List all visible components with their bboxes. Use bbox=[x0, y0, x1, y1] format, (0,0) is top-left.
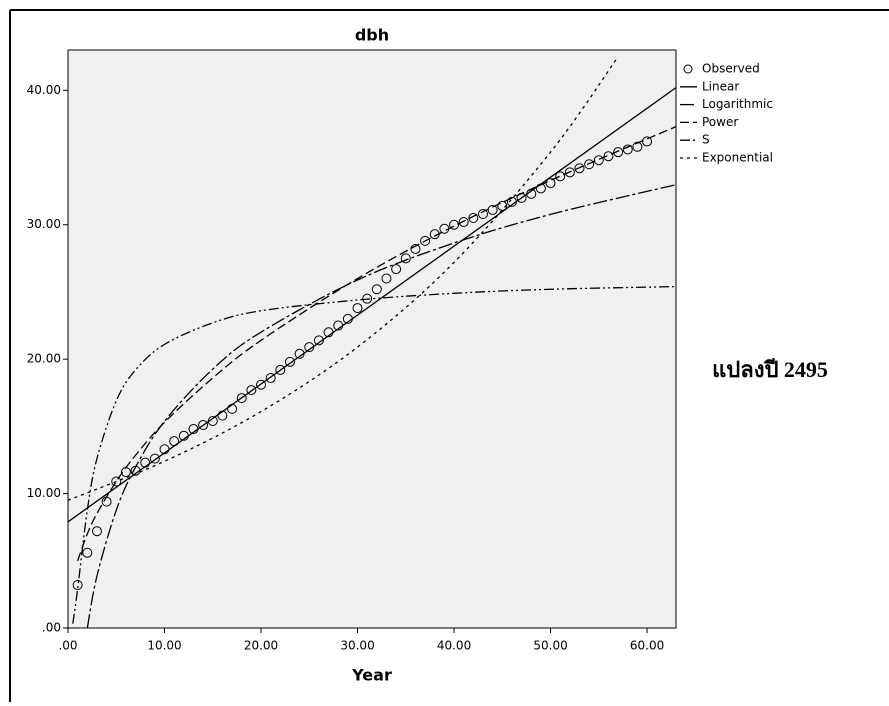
observed-point bbox=[381, 273, 392, 284]
observed-point bbox=[449, 219, 460, 230]
fit-line bbox=[77, 126, 676, 562]
observed-point bbox=[362, 293, 373, 304]
x-tick-label: 40.00 bbox=[437, 639, 471, 653]
x-tick-label: 50.00 bbox=[533, 639, 567, 653]
y-tick-label: 30.00 bbox=[27, 217, 61, 231]
legend-label: Linear bbox=[702, 79, 739, 93]
observed-point bbox=[622, 144, 633, 155]
legend-label: Logarithmic bbox=[702, 97, 773, 111]
observed-point bbox=[236, 393, 247, 404]
observed-point bbox=[420, 235, 431, 246]
observed-point bbox=[91, 526, 102, 537]
x-tick-label: 60.00 bbox=[630, 639, 664, 653]
observed-point bbox=[410, 243, 421, 254]
observed-point bbox=[352, 303, 363, 314]
observed-point bbox=[256, 379, 267, 390]
observed-point bbox=[391, 264, 402, 275]
observed-point bbox=[574, 163, 585, 174]
legend-label: S bbox=[702, 133, 710, 147]
legend-label: Exponential bbox=[702, 151, 773, 165]
observed-point bbox=[584, 159, 595, 170]
y-tick-label: 20.00 bbox=[27, 352, 61, 366]
y-tick-label: .00 bbox=[42, 621, 61, 635]
observed-point bbox=[400, 253, 411, 264]
annotation: แปลงปี 2495 bbox=[712, 357, 828, 382]
observed-point bbox=[497, 200, 508, 211]
observed-point bbox=[555, 171, 566, 182]
legend-label: Power bbox=[702, 115, 738, 129]
observed-point bbox=[487, 204, 498, 215]
plot-area bbox=[67, 49, 677, 629]
observed-point bbox=[82, 547, 93, 558]
plot-content bbox=[68, 56, 676, 628]
legend-label: Observed bbox=[702, 62, 760, 76]
observed-point bbox=[275, 364, 286, 375]
observed-point bbox=[111, 476, 122, 487]
observed-point bbox=[284, 356, 295, 367]
legend-symbol bbox=[683, 64, 693, 74]
chart-title: dbh bbox=[355, 26, 389, 45]
y-tick-label: 40.00 bbox=[27, 83, 61, 97]
observed-point bbox=[198, 420, 209, 431]
fit-line bbox=[68, 56, 619, 501]
y-tick-label: 10.00 bbox=[27, 486, 61, 500]
observed-point bbox=[265, 372, 276, 383]
observed-point bbox=[72, 579, 83, 590]
observed-point bbox=[593, 155, 604, 166]
observed-point bbox=[477, 208, 488, 219]
x-tick-label: 30.00 bbox=[340, 639, 374, 653]
observed-point bbox=[603, 151, 614, 162]
fit-line bbox=[86, 184, 676, 628]
fit-line bbox=[72, 285, 676, 624]
x-axis-label: Year bbox=[351, 666, 392, 685]
observed-point bbox=[468, 213, 479, 224]
observed-point bbox=[246, 385, 257, 396]
observed-point bbox=[564, 167, 575, 178]
x-tick-label: .00 bbox=[58, 639, 77, 653]
fit-line bbox=[68, 87, 676, 523]
observed-point bbox=[458, 217, 469, 228]
observed-point bbox=[149, 453, 160, 464]
x-tick-label: 10.00 bbox=[147, 639, 181, 653]
x-tick-label: 20.00 bbox=[244, 639, 278, 653]
observed-point bbox=[613, 147, 624, 158]
observed-point bbox=[371, 284, 382, 295]
observed-point bbox=[313, 335, 324, 346]
